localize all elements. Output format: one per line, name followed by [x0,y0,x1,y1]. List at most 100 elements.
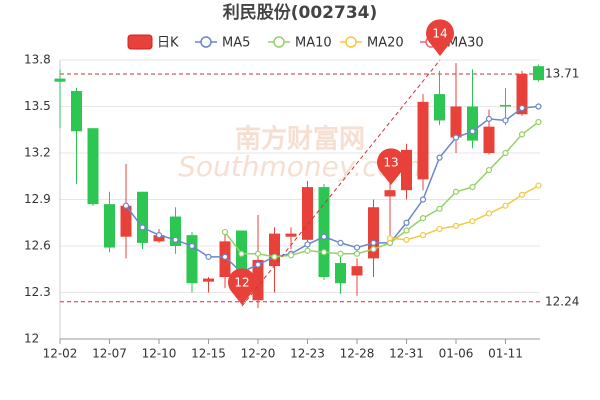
candle-body [401,149,412,191]
y-tick-label: 12.9 [24,192,51,206]
y-tick-label: 12 [24,332,39,346]
ma-point [188,242,196,250]
candle-body [170,216,181,246]
candle-body [71,91,82,132]
pin [426,19,454,57]
x-tick-label: 12-15 [191,347,226,361]
candle-body [54,78,66,82]
legend-marker [273,36,285,48]
pin-label: 14 [432,27,447,41]
y-tick-label: 12.6 [24,239,51,253]
ma-point [469,128,476,135]
ma-point [254,261,262,268]
x-tick-label: 12-10 [142,347,177,361]
candle-body [533,66,544,81]
ma-point [254,250,262,257]
reference-label: 13.71 [545,66,579,80]
candle-body [384,190,396,197]
candle-body [120,205,132,237]
x-tick-label: 12-31 [389,347,424,361]
ma-point [403,227,410,234]
candle-body [285,233,297,237]
ma-point [320,249,328,256]
ma-point [370,239,377,246]
candle-body [87,128,99,205]
candle-body [269,233,280,267]
legend-swatch [127,34,153,50]
chart-title: 利民股份(002734) [223,2,378,23]
ma-point [419,215,427,222]
ma-line [389,184,539,241]
candle-body [516,73,528,115]
pin-label: 12 [234,276,249,290]
y-tick-label: 12.3 [24,285,51,299]
ma-point [403,219,410,226]
ma-point [518,131,526,138]
ma-point [485,115,493,123]
trend-line [241,59,441,307]
candle-body [153,235,165,242]
ma-point [518,104,526,112]
candle-body [500,104,511,107]
ma-point [320,233,328,240]
ma-point [139,224,146,231]
watermark-cn: 南方财富网 [235,124,365,155]
candle-body [335,263,346,284]
ma-point [221,253,229,260]
candle-body [450,106,462,138]
ma-point [205,253,212,260]
ma-point [221,228,229,236]
legend-label: MA30 [447,36,484,51]
ma-point [485,210,493,217]
ma-point [535,118,542,126]
ma-point [337,239,344,246]
candle-body [104,204,115,248]
ma-point [419,232,427,239]
ma-point [502,117,509,124]
ma-point [122,202,130,209]
legend-label: 日K [157,36,179,51]
ma-point [469,184,476,191]
ma-point [419,196,427,203]
candle-body [137,191,148,243]
candle-body [252,259,264,301]
legend-label: MA20 [367,36,404,51]
ma-point [304,241,311,248]
x-tick-label: 12-23 [290,347,325,361]
ma-point [535,103,542,110]
x-tick-label: 12-28 [340,347,375,361]
ma-point [337,250,344,257]
x-tick-label: 12-02 [43,347,78,361]
x-tick-label: 01-06 [439,347,474,361]
ma-point [172,236,179,243]
y-tick-label: 13.5 [24,99,51,113]
candle-body [203,278,214,282]
ma-point [502,202,509,209]
candle-body [302,187,313,240]
ma-point [436,225,443,233]
ma-point [436,205,443,212]
candle-body [318,187,330,277]
ma-point [436,154,443,161]
y-tick-label: 13.2 [24,146,51,160]
legend-marker [345,36,357,48]
candle-body [368,207,379,259]
ma-point [287,252,295,259]
ma-point [518,191,526,198]
x-tick-label: 12-07 [92,347,127,361]
legend-label: MA10 [295,36,332,51]
pin [228,268,256,305]
ma-point [386,235,394,242]
candle-body [236,230,247,287]
candle-body [351,266,363,276]
ma-point [403,236,410,243]
pin-label: 13 [383,156,398,170]
ma-point [238,250,245,257]
ma-point [535,182,542,189]
x-tick-label: 12-20 [241,347,276,361]
candle-body [467,106,478,141]
ma-point [452,134,460,141]
y-tick-label: 13.8 [24,53,51,67]
candle-body [483,126,495,153]
